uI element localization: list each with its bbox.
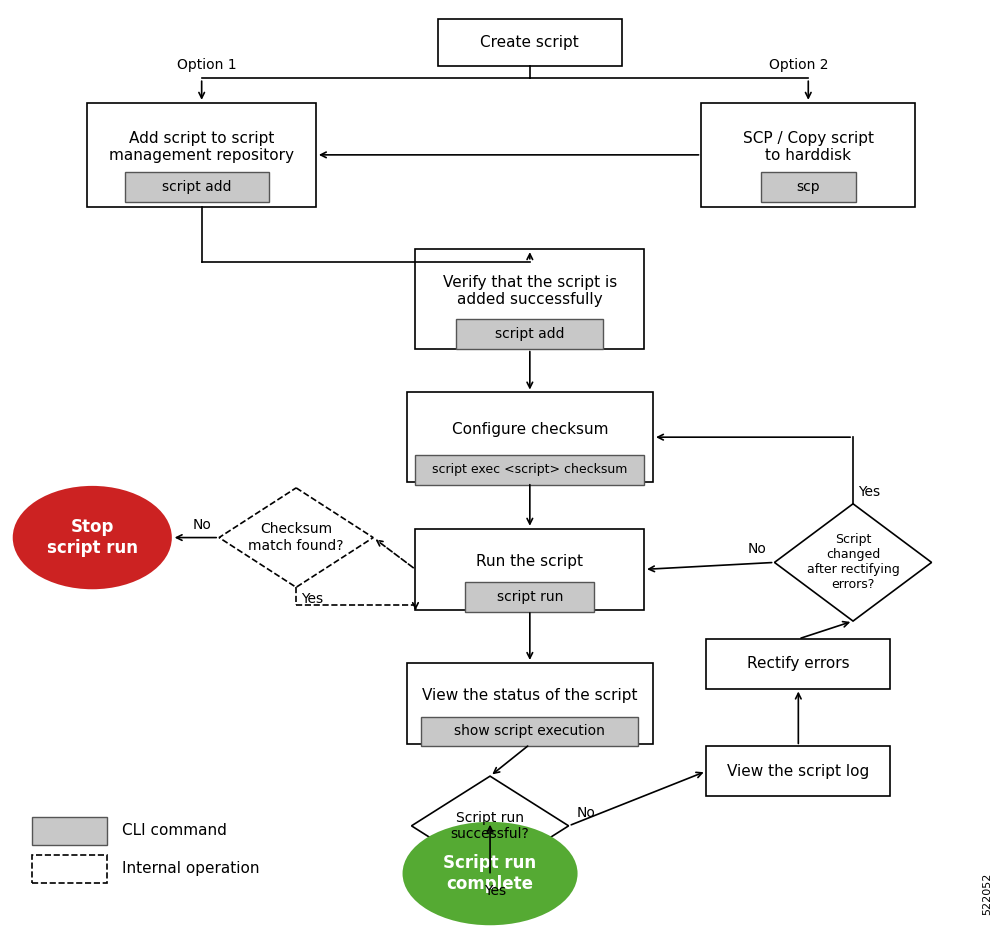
FancyBboxPatch shape bbox=[456, 319, 603, 349]
Text: Yes: Yes bbox=[484, 884, 506, 898]
Text: Internal operation: Internal operation bbox=[122, 861, 260, 876]
FancyBboxPatch shape bbox=[438, 19, 622, 66]
FancyBboxPatch shape bbox=[125, 172, 269, 202]
Text: No: No bbox=[192, 518, 211, 532]
Text: No: No bbox=[577, 806, 595, 820]
FancyBboxPatch shape bbox=[87, 103, 316, 207]
FancyBboxPatch shape bbox=[465, 582, 594, 612]
Text: Checksum
match found?: Checksum match found? bbox=[248, 522, 344, 552]
Text: script add: script add bbox=[162, 180, 231, 194]
Text: Verify that the script is
added successfully: Verify that the script is added successf… bbox=[443, 275, 617, 307]
FancyBboxPatch shape bbox=[701, 103, 915, 207]
Text: show script execution: show script execution bbox=[454, 724, 605, 738]
FancyBboxPatch shape bbox=[32, 855, 107, 883]
Text: Stop
script run: Stop script run bbox=[47, 518, 138, 557]
Text: No: No bbox=[748, 542, 767, 556]
Text: Add script to script
management repository: Add script to script management reposito… bbox=[109, 131, 294, 163]
FancyBboxPatch shape bbox=[421, 717, 638, 746]
FancyBboxPatch shape bbox=[32, 817, 107, 844]
Text: Create script: Create script bbox=[480, 35, 579, 50]
Text: Rectify errors: Rectify errors bbox=[747, 656, 850, 672]
Text: SCP / Copy script
to harddisk: SCP / Copy script to harddisk bbox=[743, 131, 874, 163]
FancyBboxPatch shape bbox=[415, 529, 644, 610]
FancyBboxPatch shape bbox=[407, 393, 653, 482]
Text: CLI command: CLI command bbox=[122, 823, 227, 839]
Text: Yes: Yes bbox=[301, 592, 323, 606]
Text: script run: script run bbox=[497, 591, 563, 605]
Text: Option 1: Option 1 bbox=[177, 59, 236, 73]
Polygon shape bbox=[411, 776, 569, 875]
Text: Option 2: Option 2 bbox=[769, 59, 828, 73]
Text: scp: scp bbox=[796, 180, 820, 194]
Ellipse shape bbox=[13, 486, 172, 590]
Text: Yes: Yes bbox=[858, 485, 880, 499]
Text: Configure checksum: Configure checksum bbox=[452, 422, 608, 437]
Text: Script run
successful?: Script run successful? bbox=[451, 811, 529, 841]
FancyBboxPatch shape bbox=[706, 639, 890, 689]
FancyBboxPatch shape bbox=[415, 455, 644, 485]
Text: 522052: 522052 bbox=[982, 873, 992, 915]
FancyBboxPatch shape bbox=[415, 249, 644, 349]
FancyBboxPatch shape bbox=[761, 172, 856, 202]
Text: View the script log: View the script log bbox=[727, 764, 869, 779]
Text: script exec <script> checksum: script exec <script> checksum bbox=[432, 464, 628, 477]
Polygon shape bbox=[774, 504, 932, 621]
Text: Script
changed
after rectifying
errors?: Script changed after rectifying errors? bbox=[807, 534, 899, 592]
Text: View the status of the script: View the status of the script bbox=[422, 689, 638, 703]
Text: script add: script add bbox=[495, 327, 565, 341]
Ellipse shape bbox=[403, 822, 578, 926]
FancyBboxPatch shape bbox=[706, 746, 890, 796]
Polygon shape bbox=[219, 488, 373, 587]
FancyBboxPatch shape bbox=[407, 662, 653, 745]
Text: Run the script: Run the script bbox=[476, 554, 583, 569]
Text: Script run
complete: Script run complete bbox=[443, 855, 537, 893]
